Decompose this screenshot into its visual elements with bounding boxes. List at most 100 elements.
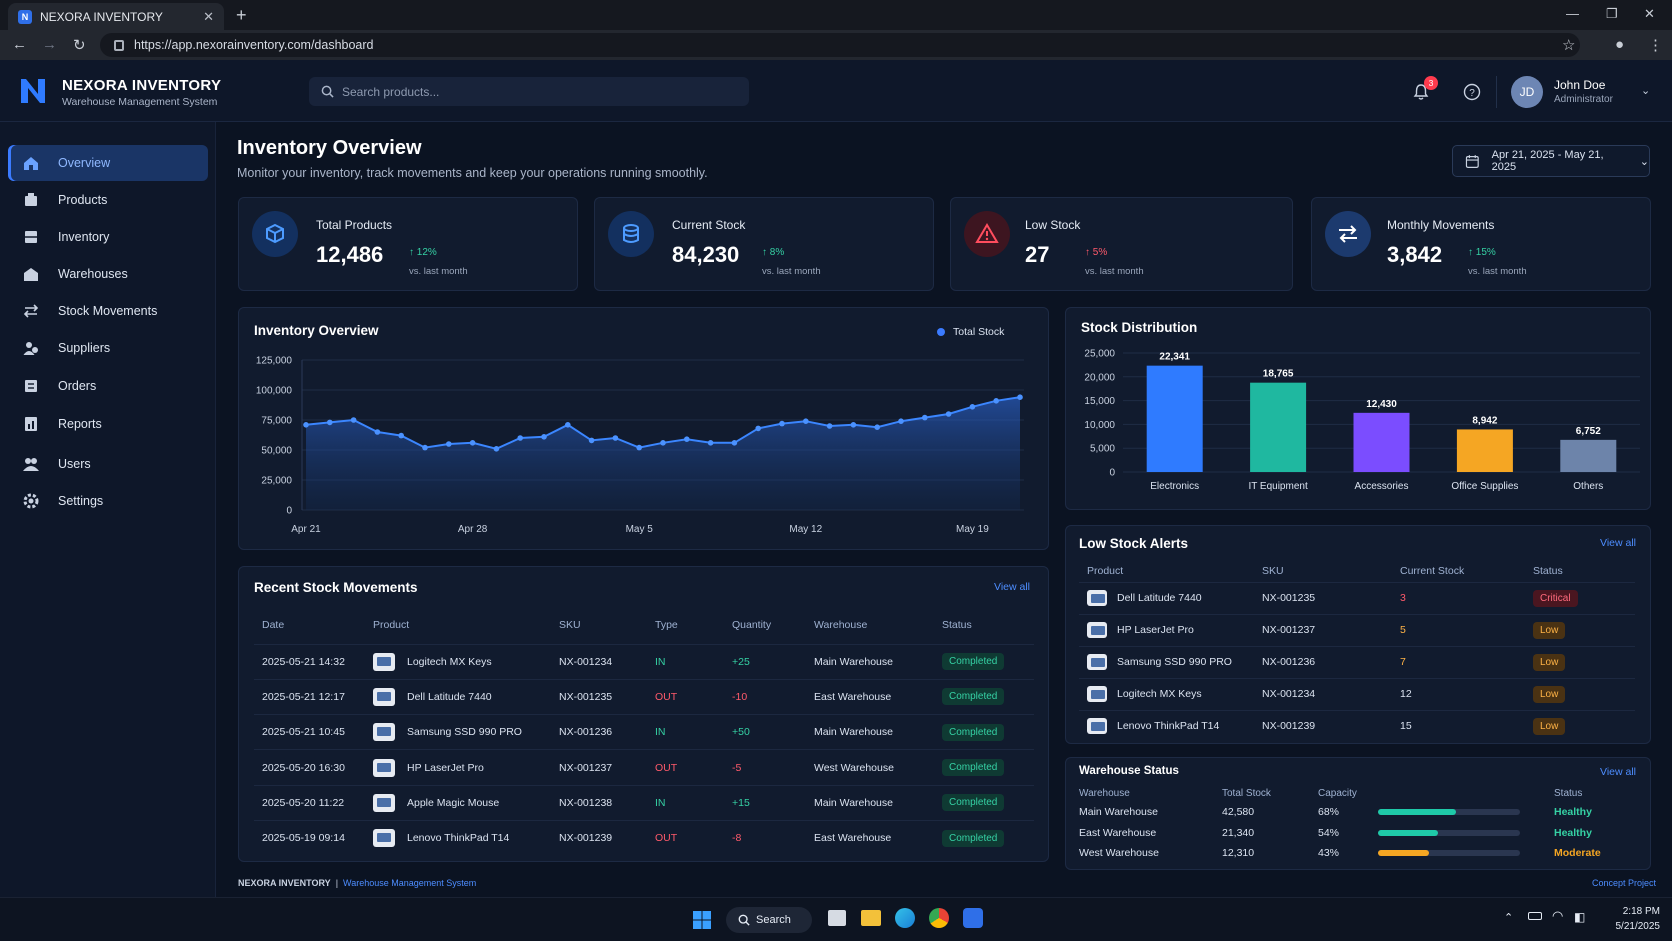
data-point[interactable] <box>398 432 404 439</box>
data-point[interactable] <box>303 422 309 428</box>
sidebar-item-overview[interactable]: Overview <box>8 145 208 181</box>
sidebar-item-products[interactable]: Products <box>8 182 208 218</box>
data-point[interactable] <box>874 424 880 430</box>
bookmark-star-icon[interactable]: ☆ <box>1562 37 1576 54</box>
column-header[interactable]: Date <box>262 618 285 631</box>
data-point[interactable] <box>469 440 476 446</box>
taskbar-search[interactable]: Search <box>726 907 812 933</box>
forward-icon[interactable]: → <box>42 36 57 53</box>
table-row[interactable]: 2025-05-21 10:45 Samsung SSD 990 PRO NX-00… <box>254 714 1034 750</box>
column-header[interactable]: SKU <box>1262 564 1284 577</box>
product-name[interactable]: Lenovo ThinkPad T14 <box>407 832 510 845</box>
column-header[interactable]: Total Stock <box>1222 787 1271 799</box>
warehouse-name[interactable]: West Warehouse <box>1079 847 1159 860</box>
edge-icon[interactable] <box>895 908 915 928</box>
search-input[interactable] <box>342 84 722 99</box>
table-row[interactable]: East Warehouse 21,340 54% Healthy <box>1079 823 1635 844</box>
browser-menu-icon[interactable]: ⋮ <box>1648 37 1663 54</box>
column-header[interactable]: Type <box>655 618 678 631</box>
close-window-icon[interactable]: ✕ <box>1644 6 1655 21</box>
data-point[interactable] <box>493 446 500 452</box>
sidebar-item-warehouses[interactable]: Warehouses <box>8 256 208 292</box>
product-name[interactable]: Samsung SSD 990 PRO <box>407 726 522 739</box>
product-name[interactable]: Dell Latitude 7440 <box>1117 591 1202 604</box>
windows-start-icon[interactable] <box>692 910 712 930</box>
column-header[interactable]: Product <box>1087 564 1124 577</box>
task-view-icon[interactable] <box>828 910 846 926</box>
help-icon[interactable]: ? <box>1463 83 1481 101</box>
table-row[interactable]: HP LaserJet Pro NX-001237 5 Low <box>1079 613 1635 646</box>
bar-it-equipment[interactable] <box>1250 382 1307 472</box>
data-point[interactable] <box>374 429 381 435</box>
column-header[interactable]: Status <box>942 618 972 631</box>
chrome-icon[interactable] <box>929 908 949 928</box>
column-header[interactable]: Quantity <box>732 618 772 631</box>
product-name[interactable]: HP LaserJet Pro <box>1117 623 1194 636</box>
table-row[interactable]: 2025-05-20 11:22 Apple Magic Mouse NX-0012… <box>254 784 1034 821</box>
data-point[interactable] <box>779 420 785 427</box>
column-header[interactable]: Capacity <box>1318 787 1357 799</box>
product-name[interactable]: Logitech MX Keys <box>407 655 492 668</box>
data-point[interactable] <box>755 425 761 432</box>
data-point[interactable] <box>850 422 857 428</box>
data-point[interactable] <box>660 440 666 446</box>
bar-accessories[interactable] <box>1353 412 1410 472</box>
warehouse-view-all-link[interactable]: View all <box>1600 766 1636 778</box>
column-header[interactable]: Status <box>1533 564 1563 577</box>
reload-icon[interactable]: ↻ <box>73 37 86 54</box>
sidebar-item-users[interactable]: Users <box>8 446 208 482</box>
data-point[interactable] <box>1017 394 1023 400</box>
minimize-icon[interactable]: — <box>1566 6 1579 21</box>
warehouse-name[interactable]: East Warehouse <box>1079 826 1157 839</box>
new-tab-icon[interactable]: + <box>236 5 247 25</box>
table-row[interactable]: 2025-05-20 16:30 HP LaserJet Pro NX-001237… <box>254 749 1034 786</box>
close-tab-icon[interactable]: ✕ <box>203 8 214 24</box>
data-point[interactable] <box>945 411 952 417</box>
file-explorer-icon[interactable] <box>861 910 881 926</box>
sidebar-item-stock-movements[interactable]: Stock Movements <box>8 293 208 329</box>
product-name[interactable]: Samsung SSD 990 PRO <box>1117 655 1232 668</box>
sidebar-item-settings[interactable]: Settings <box>8 483 208 519</box>
wifi-icon[interactable]: ◠ <box>1552 908 1564 923</box>
avatar[interactable]: JD <box>1511 76 1543 108</box>
table-row[interactable]: Dell Latitude 7440 NX-001235 3 Critical <box>1079 581 1635 614</box>
sidebar-item-orders[interactable]: Orders <box>8 368 208 404</box>
data-point[interactable] <box>803 418 809 424</box>
table-row[interactable]: West Warehouse 12,310 43% Moderate <box>1079 843 1635 864</box>
column-header[interactable]: Product <box>373 618 410 631</box>
data-point[interactable] <box>731 440 738 446</box>
clock-date[interactable]: 5/21/2025 <box>1615 921 1661 932</box>
back-icon[interactable]: ← <box>12 36 27 53</box>
data-point[interactable] <box>565 422 571 428</box>
column-header[interactable]: Warehouse <box>814 618 868 631</box>
clock-time[interactable]: 2:18 PM <box>1622 906 1660 917</box>
data-point[interactable] <box>588 437 595 444</box>
data-point[interactable] <box>541 434 547 440</box>
column-header[interactable]: Warehouse <box>1079 787 1130 799</box>
data-point[interactable] <box>612 435 619 441</box>
data-point[interactable] <box>969 404 976 410</box>
data-point[interactable] <box>422 444 428 451</box>
table-row[interactable]: 2025-05-21 14:32 Logitech MX Keys NX-00123… <box>254 643 1034 680</box>
tray-chevron-icon[interactable]: ⌃ <box>1504 912 1514 924</box>
column-header[interactable]: Status <box>1554 787 1583 799</box>
data-point[interactable] <box>922 414 928 421</box>
sidebar-item-suppliers[interactable]: Suppliers <box>8 330 208 366</box>
table-row[interactable]: Main Warehouse 42,580 68% Healthy <box>1079 802 1635 823</box>
column-header[interactable]: SKU <box>559 618 581 631</box>
profile-icon[interactable]: ● <box>1615 36 1625 53</box>
date-range-picker[interactable]: Apr 21, 2025 - May 21, 2025 ⌄ <box>1452 145 1650 177</box>
url-field[interactable]: https://app.nexorainventory.com/dashboar… <box>100 33 1580 57</box>
data-point[interactable] <box>636 444 642 451</box>
low-stock-view-all-link[interactable]: View all <box>1600 537 1636 549</box>
movements-view-all-link[interactable]: View all <box>994 581 1030 593</box>
user-name[interactable]: John Doe <box>1554 78 1606 92</box>
table-row[interactable]: Lenovo ThinkPad T14 NX-001239 15 Low <box>1079 709 1635 742</box>
data-point[interactable] <box>446 441 452 447</box>
data-point[interactable] <box>826 423 833 429</box>
bar-electronics[interactable] <box>1146 365 1203 472</box>
column-header[interactable]: Current Stock <box>1400 564 1465 577</box>
table-row[interactable]: 2025-05-21 12:17 Dell Latitude 7440 NX-001… <box>254 678 1034 715</box>
data-point[interactable] <box>707 440 714 446</box>
table-row[interactable]: Samsung SSD 990 PRO NX-001236 7 Low <box>1079 645 1635 678</box>
